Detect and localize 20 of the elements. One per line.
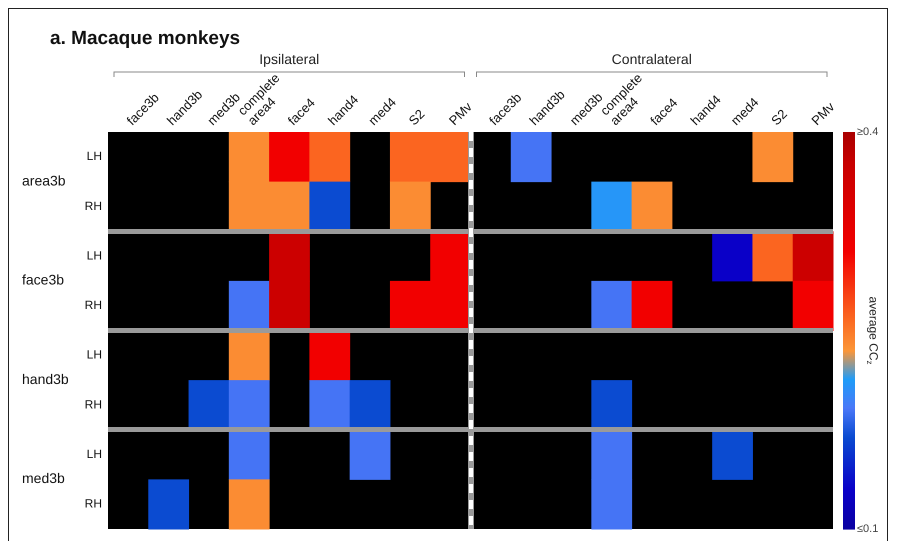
y-tick-label: RH xyxy=(84,397,102,412)
y-tick-label: LH xyxy=(86,149,102,164)
y-tick-label: LH xyxy=(86,446,102,461)
color-bar-label: ≤0.1 xyxy=(857,523,878,536)
text: Contralateral xyxy=(612,51,692,67)
text: face3b xyxy=(22,272,64,288)
color-bar-label: ≥0.4 xyxy=(857,126,878,138)
x-tick-label: S2 xyxy=(768,106,790,128)
y-tick-label: LH xyxy=(86,248,102,262)
color-bar-title: average CCz xyxy=(864,296,881,365)
text: area3b xyxy=(22,172,66,188)
text: med3b xyxy=(22,470,66,486)
text: Ipsilateral xyxy=(259,51,320,67)
text: hand3b xyxy=(22,370,69,387)
x-tick-label: S2 xyxy=(406,106,428,128)
y-tick-label: RH xyxy=(84,496,102,510)
y-tick-label: RH xyxy=(84,298,102,312)
y-tick-label: LH xyxy=(86,348,102,362)
y-tick-label: RH xyxy=(84,198,102,213)
chart-title: a. Macaque monkeys xyxy=(50,28,240,49)
